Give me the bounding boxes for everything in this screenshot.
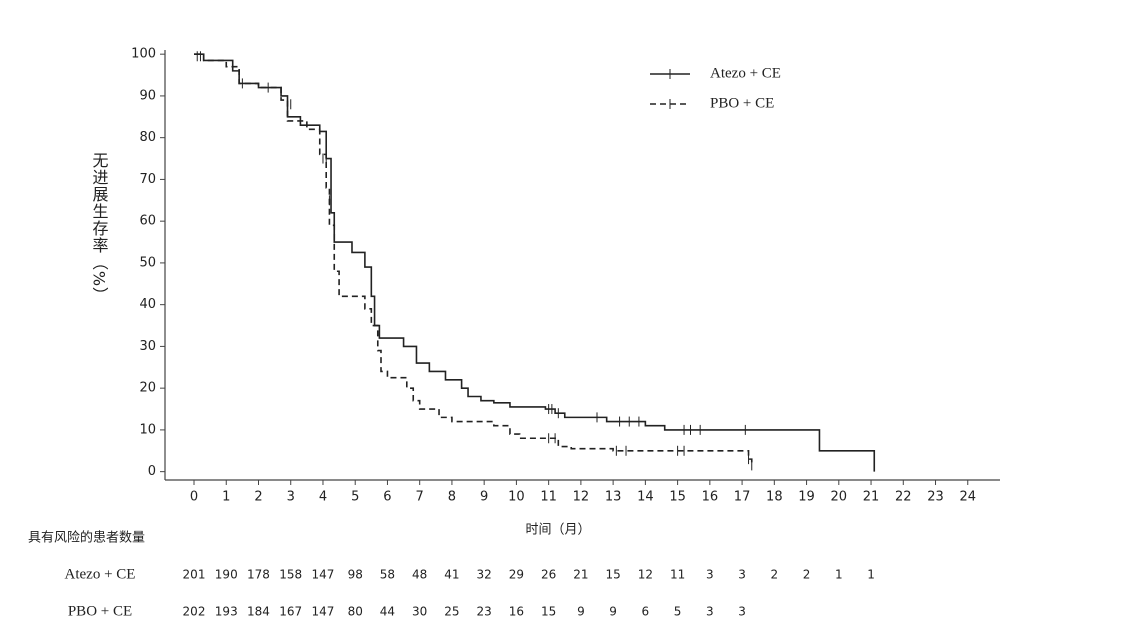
risk-count: 80 [348, 605, 363, 619]
y-tick-label: 100 [131, 47, 156, 62]
risk-count: 5 [674, 605, 682, 619]
risk-count: 32 [477, 568, 492, 582]
survival-curve [194, 53, 753, 466]
y-tick-label: 30 [139, 339, 156, 354]
x-tick-label: 7 [416, 490, 424, 505]
x-tick-label: 15 [669, 490, 686, 505]
risk-count: 147 [312, 605, 335, 619]
x-tick-label: 9 [480, 490, 488, 505]
risk-count: 3 [738, 568, 746, 582]
risk-count: 15 [605, 568, 620, 582]
x-tick-label: 18 [766, 490, 783, 505]
risk-count: 21 [573, 568, 588, 582]
y-tick-label: 50 [139, 255, 156, 270]
x-tick-label: 1 [222, 490, 230, 505]
legend-label: Atezo + CE [710, 65, 781, 81]
risk-count: 26 [541, 568, 556, 582]
y-tick-label: 90 [139, 88, 156, 103]
risk-count: 16 [509, 605, 524, 619]
x-tick-label: 13 [605, 490, 622, 505]
risk-count: 190 [215, 568, 238, 582]
risk-count: 30 [412, 605, 427, 619]
x-tick-label: 4 [319, 490, 327, 505]
x-tick-label: 16 [702, 490, 719, 505]
risk-count: 178 [247, 568, 270, 582]
risk-count: 3 [706, 568, 714, 582]
x-tick-label: 11 [540, 490, 557, 505]
risk-count: 58 [380, 568, 395, 582]
risk-count: 98 [348, 568, 363, 582]
x-axis-label: 时间（月） [525, 523, 590, 538]
x-tick-label: 24 [959, 490, 976, 505]
risk-count: 44 [380, 605, 395, 619]
risk-count: 15 [541, 605, 556, 619]
risk-count: 41 [444, 568, 459, 582]
x-tick-label: 5 [351, 490, 359, 505]
risk-count: 2 [803, 568, 811, 582]
x-tick-label: 22 [895, 490, 912, 505]
survival-curve [194, 53, 876, 472]
x-tick-label: 20 [831, 490, 848, 505]
risk-count: 202 [183, 605, 206, 619]
x-tick-label: 14 [637, 490, 654, 505]
x-tick-label: 23 [927, 490, 944, 505]
risk-count: 3 [706, 605, 714, 619]
y-tick-label: 60 [139, 214, 156, 229]
risk-count: 23 [477, 605, 492, 619]
x-tick-label: 19 [798, 490, 815, 505]
y-axis-label: 无进展生存率（%） [90, 152, 109, 304]
risk-count: 29 [509, 568, 524, 582]
y-tick-label: 20 [139, 381, 156, 396]
risk-count: 9 [577, 605, 585, 619]
x-tick-label: 0 [190, 490, 198, 505]
risk-count: 1 [835, 568, 843, 582]
x-tick-label: 10 [508, 490, 525, 505]
risk-count: 201 [183, 568, 206, 582]
risk-count: 158 [279, 568, 302, 582]
legend-label: PBO + CE [710, 95, 774, 111]
x-tick-label: 6 [383, 490, 391, 505]
risk-row-label: PBO + CE [68, 603, 132, 619]
risk-count: 184 [247, 605, 270, 619]
risk-count: 193 [215, 605, 238, 619]
y-tick-label: 10 [139, 422, 156, 437]
y-tick-label: 0 [148, 464, 156, 479]
risk-count: 6 [642, 605, 650, 619]
risk-count: 3 [738, 605, 746, 619]
risk-count: 147 [312, 568, 335, 582]
x-tick-label: 2 [254, 490, 262, 505]
x-tick-label: 3 [287, 490, 295, 505]
risk-count: 167 [279, 605, 302, 619]
risk-count: 9 [609, 605, 617, 619]
risk-count: 25 [444, 605, 459, 619]
risk-count: 1 [867, 568, 875, 582]
y-tick-label: 80 [139, 130, 156, 145]
x-tick-label: 17 [734, 490, 751, 505]
y-tick-label: 40 [139, 297, 156, 312]
y-tick-label: 70 [139, 172, 156, 187]
risk-row-label: Atezo + CE [65, 566, 136, 582]
risk-count: 48 [412, 568, 427, 582]
x-tick-label: 21 [863, 490, 880, 505]
x-tick-label: 8 [448, 490, 456, 505]
risk-count: 11 [670, 568, 685, 582]
risk-count: 12 [638, 568, 653, 582]
risk-table-title: 具有风险的患者数量 [28, 530, 145, 546]
x-tick-label: 12 [573, 490, 590, 505]
risk-count: 2 [771, 568, 779, 582]
